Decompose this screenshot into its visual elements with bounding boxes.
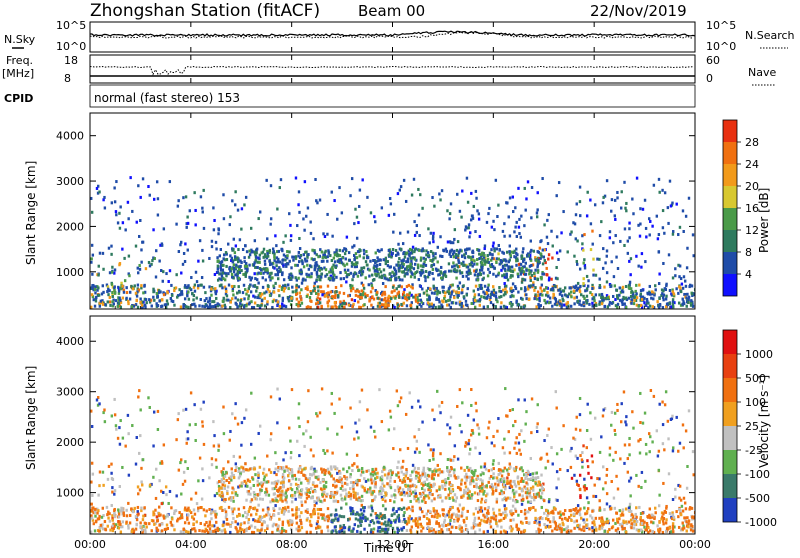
time-tick-label: 00:00 — [679, 538, 711, 551]
freq-right-tick-bottom: 0 — [706, 72, 713, 85]
noise-panel: N.Sky 10^5 10^0 10^5 10^0 N.Search — [4, 19, 795, 53]
range-tick-label: 4000 — [56, 130, 84, 143]
range-tick-label: 2000 — [56, 220, 84, 233]
cpid-panel: CPID normal (fast stereo) 153 — [4, 85, 695, 107]
noise-left-tick-bottom: 10^0 — [56, 40, 86, 53]
colorbar-swatch — [723, 378, 737, 402]
power-ylabel: Slant Range [km] — [24, 161, 38, 265]
colorbar-swatch — [723, 474, 737, 498]
cpid-text: normal (fast stereo) 153 — [94, 91, 240, 105]
date-title: 22/Nov/2019 — [590, 2, 687, 20]
colorbar-swatch — [723, 274, 737, 296]
time-tick-label: 00:00 — [74, 538, 106, 551]
range-tick-label: 1000 — [56, 487, 84, 500]
colorbar-swatch — [723, 450, 737, 474]
colorbar-tick-label: 24 — [745, 158, 759, 171]
nsky-label: N.Sky — [4, 33, 36, 46]
colorbar-swatch — [723, 120, 737, 142]
freq-unit-label: [MHz] — [2, 67, 34, 80]
nsearch-label: N.Search — [745, 29, 795, 42]
power-colorbar-label: Power [dB] — [757, 188, 771, 253]
station-title: Zhongshan Station (fitACF) — [90, 1, 320, 21]
nave-trace — [90, 67, 693, 75]
nave-label: Nave — [748, 66, 776, 79]
freq-panel: Freq. [MHz] 18 8 60 0 Nave — [2, 54, 776, 85]
range-tick-label: 3000 — [56, 386, 84, 399]
colorbar-tick-label: -100 — [745, 468, 770, 481]
velocity-ylabel: Slant Range [km] — [24, 366, 38, 470]
beam-title: Beam 00 — [358, 2, 425, 20]
colorbar-swatch — [723, 330, 737, 354]
colorbar-swatch — [723, 354, 737, 378]
colorbar-swatch — [723, 426, 737, 450]
colorbar-swatch — [723, 208, 737, 230]
time-tick-label: 04:00 — [175, 538, 207, 551]
colorbar-swatch — [723, 142, 737, 164]
range-tick-label: 3000 — [56, 175, 84, 188]
noise-right-tick-bottom: 10^0 — [706, 40, 736, 53]
range-tick-label: 1000 — [56, 266, 84, 279]
colorbar-tick-label: 4 — [745, 268, 752, 281]
colorbar-swatch — [723, 402, 737, 426]
colorbar-tick-label: -500 — [745, 492, 770, 505]
colorbar-tick-label: -1000 — [745, 516, 777, 529]
noise-sky-trace — [90, 31, 695, 36]
range-tick-label: 4000 — [56, 335, 84, 348]
colorbar-swatch — [723, 498, 737, 522]
colorbar-swatch — [723, 230, 737, 252]
time-axis-label: Time UT — [363, 541, 414, 554]
velocity-colorbar-label: Velocity [m s⁻¹] — [757, 375, 771, 468]
colorbar-tick-label: 8 — [745, 246, 752, 259]
colorbar-swatch — [723, 186, 737, 208]
noise-right-tick-top: 10^5 — [706, 19, 736, 32]
noise-left-tick-top: 10^5 — [56, 19, 86, 32]
colorbar-tick-label: 28 — [745, 136, 759, 149]
time-tick-label: 20:00 — [578, 538, 610, 551]
cpid-label: CPID — [4, 92, 33, 105]
time-tick-label: 08:00 — [276, 538, 308, 551]
freq-left-tick-top: 18 — [64, 54, 78, 67]
freq-right-tick-top: 60 — [706, 54, 720, 67]
time-tick-label: 16:00 — [477, 538, 509, 551]
colorbar-swatch — [723, 252, 737, 274]
colorbar-swatch — [723, 164, 737, 186]
colorbar-tick-label: 1000 — [745, 348, 773, 361]
range-tick-label: 2000 — [56, 436, 84, 449]
freq-left-tick-bottom: 8 — [64, 72, 71, 85]
freq-label: Freq. — [6, 54, 33, 67]
